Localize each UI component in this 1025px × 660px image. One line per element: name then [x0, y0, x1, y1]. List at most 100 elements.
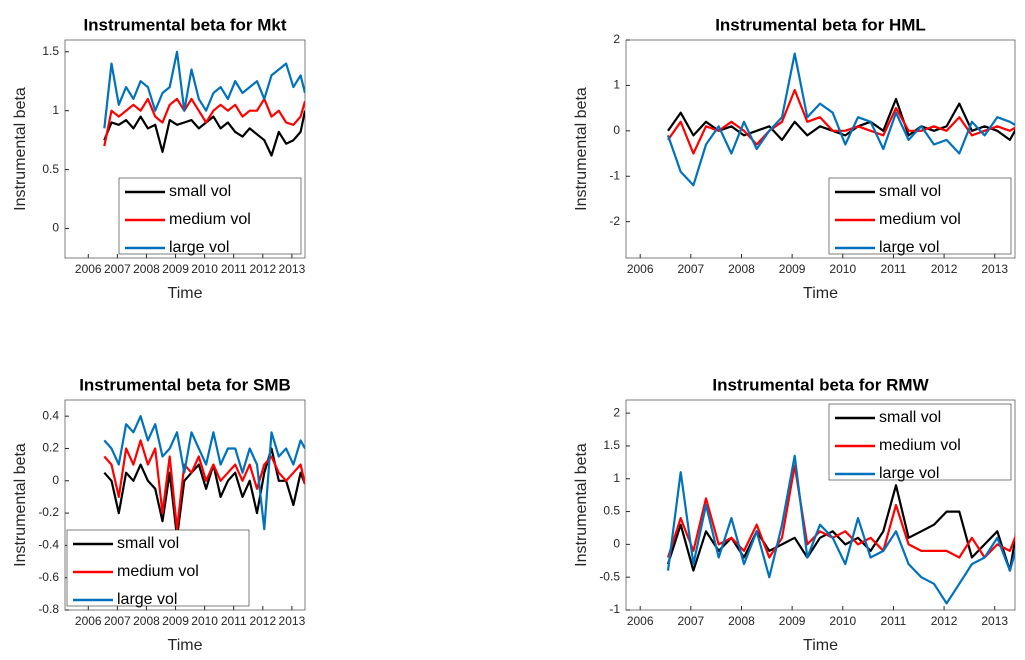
legend: small vol medium vol large vol — [828, 177, 1012, 256]
series-line — [667, 97, 1015, 141]
y-tick-label: 1.5 — [42, 44, 59, 58]
y-tick-label: 0 — [52, 221, 59, 235]
y-tick-label: -1 — [609, 168, 620, 182]
x-tick-label: 2007 — [104, 614, 131, 628]
y-tick-label: -0.8 — [38, 602, 59, 616]
x-tick-label: 2010 — [191, 262, 218, 276]
x-tick-label: 2009 — [162, 614, 189, 628]
y-tick-label: 0.4 — [42, 408, 59, 422]
x-tick-label: 2007 — [677, 614, 704, 628]
x-tick-label: 2013 — [279, 614, 306, 628]
legend-label: large vol — [169, 239, 229, 256]
subplot: 2006 2007 2008 2009 2010 2011 2012 2013 -1 -0.5 0 0… — [573, 375, 1016, 654]
plot-area — [666, 454, 1015, 605]
legend-label: small vol — [169, 183, 231, 200]
y-tick-label: 1 — [613, 471, 620, 485]
x-tick-label: 2006 — [627, 614, 654, 628]
x-axis-label: Time — [168, 285, 203, 302]
plot-area — [103, 50, 305, 157]
legend-label: medium vol — [117, 563, 199, 580]
plot-area — [103, 415, 305, 539]
y-axis-label: Instrumental beta — [573, 87, 590, 211]
x-tick-label: 2006 — [627, 262, 654, 276]
x-tick-label: 2011 — [221, 262, 247, 276]
y-tick-label: 0.5 — [42, 162, 59, 176]
x-tick-label: 2009 — [162, 262, 189, 276]
series-line — [666, 484, 1015, 572]
x-tick-label: 2008 — [133, 614, 160, 628]
series-line — [103, 439, 305, 531]
y-tick-label: 0.5 — [603, 504, 620, 518]
y-tick-label: 0.2 — [42, 441, 59, 455]
y-tick-label: 2 — [613, 32, 620, 46]
x-tick-label: 2012 — [931, 262, 958, 276]
x-tick-label: 2013 — [279, 262, 306, 276]
legend-box — [118, 177, 302, 255]
legend: small vol medium vol large vol — [66, 529, 250, 608]
x-tick-label: 2009 — [779, 614, 806, 628]
legend-label: large vol — [879, 465, 939, 482]
x-tick-label: 2007 — [677, 262, 704, 276]
chart-title: Instrumental beta for Mkt — [83, 15, 286, 34]
y-tick-label: -1 — [609, 602, 620, 616]
x-tick-label: 2010 — [829, 614, 856, 628]
y-axis-label: Instrumental beta — [573, 443, 590, 567]
y-tick-label: -0.2 — [38, 505, 59, 519]
y-tick-label: 0 — [613, 537, 620, 551]
series-line — [103, 415, 305, 531]
x-axis-label: Time — [803, 285, 838, 302]
x-tick-label: 2011 — [881, 262, 907, 276]
y-tick-label: -0.6 — [38, 570, 59, 584]
legend-box — [828, 403, 1012, 481]
y-axis-label: Instrumental beta — [12, 87, 29, 211]
legend-box — [828, 177, 1012, 255]
series-line — [666, 454, 1015, 605]
y-tick-label: 0 — [52, 473, 59, 487]
y-tick-label: 2 — [613, 405, 620, 419]
legend-label: large vol — [117, 591, 177, 608]
series-line — [666, 464, 1015, 559]
legend-label: small vol — [879, 183, 941, 200]
legend-label: medium vol — [879, 437, 961, 454]
x-tick-label: 2011 — [881, 614, 907, 628]
subplot: 2006 2007 2008 2009 2010 2011 2012 2013 0 0.5 1 1.5… — [12, 15, 305, 302]
x-tick-label: 2007 — [104, 262, 131, 276]
x-tick-label: 2009 — [779, 262, 806, 276]
series-line — [103, 50, 305, 129]
y-tick-label: -0.4 — [38, 538, 59, 552]
series-line — [103, 97, 305, 147]
x-tick-label: 2011 — [221, 614, 247, 628]
subplot: 2006 2007 2008 2009 2010 2011 2012 2013 -2 -1 0 1 2 I… — [573, 15, 1016, 302]
y-tick-label: 0 — [613, 123, 620, 137]
x-tick-label: 2013 — [981, 262, 1008, 276]
legend: small vol medium vol large vol — [828, 403, 1012, 482]
x-axis-label: Time — [803, 637, 838, 654]
x-tick-label: 2006 — [75, 614, 102, 628]
y-tick-label: -2 — [609, 214, 620, 228]
y-axis-label: Instrumental beta — [12, 443, 29, 567]
x-tick-label: 2006 — [75, 262, 102, 276]
legend-label: large vol — [879, 239, 939, 256]
y-tick-label: 1 — [613, 78, 620, 92]
x-axis-label: Time — [168, 637, 203, 654]
legend-label: small vol — [879, 409, 941, 426]
x-tick-label: 2010 — [829, 262, 856, 276]
legend-box — [66, 529, 250, 607]
chart-title: Instrumental beta for HML — [715, 15, 926, 34]
x-tick-label: 2012 — [249, 262, 276, 276]
x-tick-label: 2012 — [249, 614, 276, 628]
legend: small vol medium vol large vol — [118, 177, 302, 256]
y-tick-label: 1.5 — [603, 438, 620, 452]
x-tick-label: 2010 — [191, 614, 218, 628]
x-tick-label: 2008 — [728, 262, 755, 276]
chart-title: Instrumental beta for SMB — [79, 375, 291, 394]
legend-label: medium vol — [169, 211, 251, 228]
chart-title: Instrumental beta for RMW — [712, 375, 929, 394]
legend-label: small vol — [117, 535, 179, 552]
plot-area — [666, 52, 1015, 187]
legend-label: medium vol — [879, 211, 961, 228]
series-line — [666, 52, 1015, 187]
y-tick-label: -0.5 — [599, 569, 620, 583]
subplot: 2006 2007 2008 2009 2010 2011 2012 2013 -0.8 -0.6… — [12, 375, 305, 654]
